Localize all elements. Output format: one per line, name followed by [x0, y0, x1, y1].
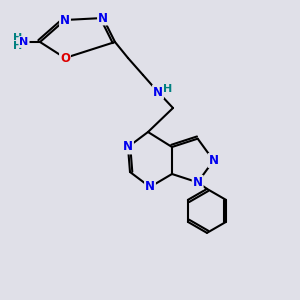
Text: N: N [60, 14, 70, 26]
Text: N: N [145, 181, 155, 194]
Text: N: N [153, 85, 163, 98]
Text: H: H [164, 84, 172, 94]
Text: N: N [208, 154, 218, 167]
Text: H: H [14, 33, 22, 43]
Text: N: N [98, 11, 108, 25]
Text: N: N [193, 176, 203, 189]
Text: O: O [60, 52, 70, 64]
Text: N: N [123, 140, 133, 154]
Text: H: H [14, 41, 22, 51]
Text: N: N [20, 37, 28, 47]
